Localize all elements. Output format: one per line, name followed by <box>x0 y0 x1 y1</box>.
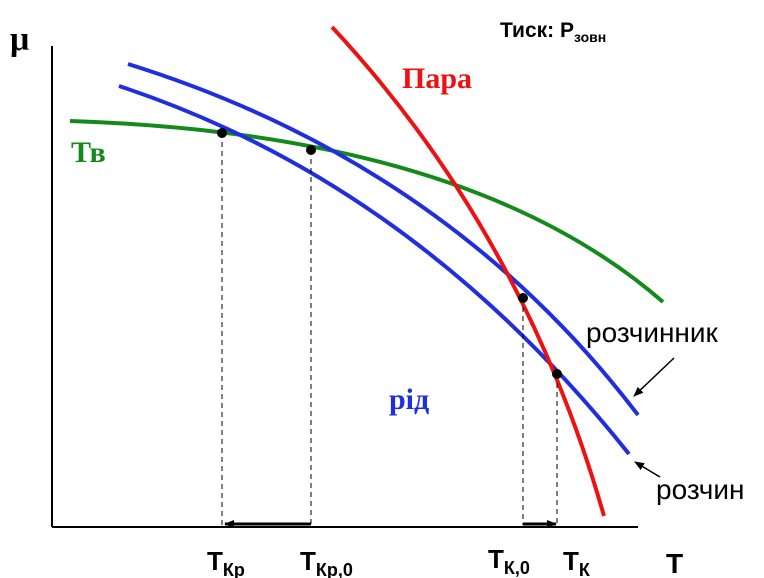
point-t-k0 <box>518 293 528 303</box>
point-t-kr0 <box>306 145 316 155</box>
solution-label: розчин <box>656 474 744 505</box>
point-t-kr <box>217 128 227 138</box>
solid-curve <box>69 119 665 304</box>
vapor-label: Пара <box>402 62 472 95</box>
solvent-curve <box>127 62 640 417</box>
solvent-leader-arrow <box>633 357 675 397</box>
y-axis-label: μ <box>10 21 29 58</box>
liquid-label: рід <box>389 383 429 416</box>
tick-t-k: TК <box>563 546 591 578</box>
vapor-curve <box>330 25 606 517</box>
pressure-label: Тиск: Pзовн <box>500 19 606 45</box>
tick-t-kr0: TКр,0 <box>300 546 353 578</box>
tick-t-k0: TК,0 <box>488 544 530 578</box>
solution-curve <box>118 84 631 456</box>
solution-leader-arrow <box>634 461 661 478</box>
x-axis-label: T <box>666 548 683 578</box>
tick-t-kr: TКр <box>207 546 245 578</box>
solvent-label: розчинник <box>586 317 719 348</box>
point-t-k <box>552 369 562 379</box>
solid-label: Тв <box>71 136 106 169</box>
